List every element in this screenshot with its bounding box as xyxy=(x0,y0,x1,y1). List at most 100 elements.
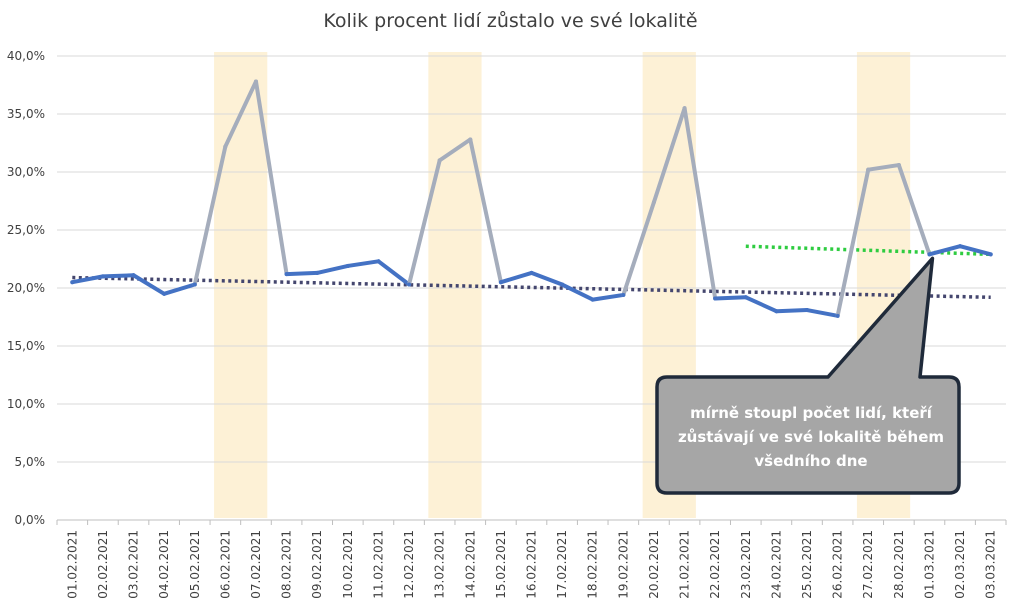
x-tick-label: 02.02.2021 xyxy=(96,530,110,599)
callout-shape xyxy=(655,256,961,495)
data-point-5 xyxy=(223,144,228,149)
data-point-9 xyxy=(345,263,350,268)
data-point-6 xyxy=(253,79,258,84)
data-point-10 xyxy=(376,259,381,264)
data-point-28 xyxy=(927,252,932,257)
series-segment-19 xyxy=(651,106,687,205)
data-point-7 xyxy=(284,272,289,277)
data-point-2 xyxy=(131,273,136,278)
x-tick-label: 09.02.2021 xyxy=(310,530,324,599)
series-segment-26 xyxy=(866,163,901,172)
trendline-0 xyxy=(72,275,991,300)
series-segment-1 xyxy=(100,273,136,279)
x-tick-label: 04.02.2021 xyxy=(157,530,171,599)
data-point-21 xyxy=(713,296,718,301)
x-tick-label: 05.02.2021 xyxy=(188,530,202,599)
series-segment-27 xyxy=(896,163,932,257)
x-tick-label: 25.02.2021 xyxy=(800,530,814,599)
x-tick-label: 22.02.2021 xyxy=(708,530,722,599)
series-segment-21 xyxy=(713,295,748,301)
series-segment-4 xyxy=(192,144,228,287)
data-point-19 xyxy=(651,200,656,205)
series-segment-16 xyxy=(560,282,595,302)
trendline-1 xyxy=(745,244,991,257)
series-segment-13 xyxy=(468,137,503,285)
data-point-18 xyxy=(621,292,626,297)
data-point-22 xyxy=(743,295,748,300)
x-tick-label: 27.02.2021 xyxy=(861,530,875,599)
x-tick-label: 23.02.2021 xyxy=(739,530,753,599)
x-tick-label: 06.02.2021 xyxy=(218,530,232,599)
data-point-1 xyxy=(100,274,105,279)
x-tick-label: 17.02.2021 xyxy=(555,530,569,599)
x-tick-label: 21.02.2021 xyxy=(678,530,692,599)
y-tick-label: 30,0% xyxy=(7,165,45,179)
x-tick-label: 13.02.2021 xyxy=(433,530,447,599)
series-segment-15 xyxy=(529,270,565,287)
series-segment-25 xyxy=(835,167,871,318)
x-tick-label: 11.02.2021 xyxy=(371,530,385,599)
x-tick-label: 19.02.2021 xyxy=(616,530,630,599)
data-point-20 xyxy=(682,106,687,111)
series-segment-22 xyxy=(743,295,779,314)
y-tick-label: 15,0% xyxy=(7,339,45,353)
series-segment-9 xyxy=(345,259,381,268)
x-tick-label: 07.02.2021 xyxy=(249,530,263,599)
gridlines xyxy=(57,55,1006,463)
series-segment-5 xyxy=(223,79,258,149)
x-tick-label: 01.02.2021 xyxy=(65,530,79,599)
series-segment-14 xyxy=(498,270,534,285)
x-tick-label: 08.02.2021 xyxy=(280,530,294,599)
data-point-4 xyxy=(192,282,197,287)
callout-text-line-0: mírně stoupl počet lidí, kteří xyxy=(690,404,933,422)
x-tick-label: 14.02.2021 xyxy=(463,530,477,599)
data-point-23 xyxy=(774,309,779,314)
x-tick-label: 20.02.2021 xyxy=(647,530,661,599)
y-tick-label: 35,0% xyxy=(7,107,45,121)
data-point-14 xyxy=(498,280,503,285)
data-point-16 xyxy=(560,282,565,287)
data-point-11 xyxy=(407,282,412,287)
data-point-12 xyxy=(437,158,442,163)
y-tick-label: 5,0% xyxy=(15,455,46,469)
annotation-callout: mírně stoupl počet lidí, kteří zůstávají … xyxy=(655,256,961,495)
data-point-24 xyxy=(805,308,810,313)
y-tick-label: 25,0% xyxy=(7,223,45,237)
x-tick-label: 03.03.2021 xyxy=(984,530,998,599)
series-segment-7 xyxy=(284,270,320,277)
y-tick-label: 20,0% xyxy=(7,281,45,295)
data-point-26 xyxy=(866,167,871,172)
data-point-29 xyxy=(958,244,963,249)
series-segment-2 xyxy=(131,273,167,296)
series-segment-24 xyxy=(805,308,840,318)
series-segment-12 xyxy=(437,137,473,163)
series-segment-10 xyxy=(376,259,412,287)
x-tick-label: 26.02.2021 xyxy=(831,530,845,599)
data-point-30 xyxy=(988,252,993,257)
x-tick-label: 02.03.2021 xyxy=(953,530,967,599)
x-tick-label: 16.02.2021 xyxy=(525,530,539,599)
series-segment-29 xyxy=(958,244,993,257)
x-tick-label: 01.03.2021 xyxy=(922,530,936,599)
series-segment-6 xyxy=(253,79,289,277)
x-tick-label: 24.02.2021 xyxy=(769,530,783,599)
series-segment-3 xyxy=(162,282,197,296)
callout-text-line-2: všedního dne xyxy=(754,452,867,470)
x-tick-label: 12.02.2021 xyxy=(402,530,416,599)
series-line xyxy=(70,79,993,318)
data-point-25 xyxy=(835,313,840,318)
y-tick-label: 40,0% xyxy=(7,49,45,63)
x-tick-label: 18.02.2021 xyxy=(586,530,600,599)
series-segment-23 xyxy=(774,308,810,314)
data-point-0 xyxy=(70,280,75,285)
y-tick-label: 10,0% xyxy=(7,397,45,411)
y-axis-ticks: 0,0% 5,0% 10,0% 15,0% 20,0% 25,0% 30,0% 35,0% 40… xyxy=(7,49,45,527)
series-segment-18 xyxy=(621,200,656,297)
series-segment-20 xyxy=(682,106,718,301)
series-segment-17 xyxy=(590,292,626,302)
callout-text-line-1: zůstávají ve své lokalitě během xyxy=(678,428,944,446)
weekend-band-0 xyxy=(214,52,268,518)
x-axis xyxy=(56,519,1007,525)
data-point-3 xyxy=(162,291,167,296)
